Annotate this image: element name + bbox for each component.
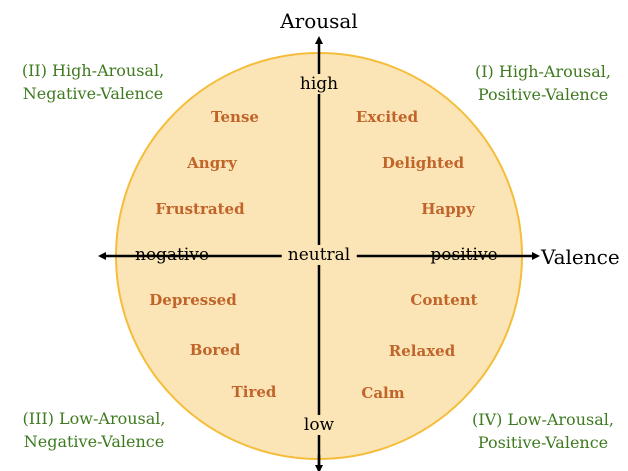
quadrant-iii-line1: (III) Low-Arousal, [22, 409, 166, 428]
emotion-angry: Angry [187, 154, 237, 172]
emotion-tired: Tired [231, 383, 277, 401]
axis-label-high: high [296, 74, 342, 94]
quadrant-label-iii: (III) Low-Arousal, Negative-Valence [23, 407, 166, 453]
emotion-relaxed: Relaxed [388, 342, 456, 360]
emotion-depressed: Depressed [149, 291, 237, 309]
quadrant-i-line1: (I) High-Arousal, [474, 62, 612, 81]
emotion-tense: Tense [211, 108, 259, 126]
axis-label-negative: negative [135, 245, 209, 265]
valence-title: Valence [541, 245, 620, 269]
emotion-bored: Bored [189, 341, 241, 359]
quadrant-iv-line2: Positive-Valence [477, 433, 609, 452]
quadrant-iv-line1: (IV) Low-Arousal, [472, 410, 614, 429]
quadrant-label-i: (I) High-Arousal, Positive-Valence [475, 60, 611, 106]
emotion-calm: Calm [361, 384, 405, 402]
quadrant-i-line2: Positive-Valence [477, 85, 609, 104]
quadrant-ii-line2: Negative-Valence [22, 84, 164, 103]
axis-label-low: low [300, 415, 338, 435]
arousal-title: Arousal [280, 9, 358, 33]
axis-label-positive: positive [430, 245, 498, 265]
emotion-content: Content [410, 291, 478, 309]
emotion-excited: Excited [355, 108, 419, 126]
emotion-delighted: Delighted [381, 154, 465, 172]
quadrant-ii-line1: (II) High-Arousal, [21, 61, 165, 80]
axis-label-neutral: neutral [281, 245, 357, 265]
quadrant-label-iv: (IV) Low-Arousal, Positive-Valence [472, 408, 614, 454]
quadrant-label-ii: (II) High-Arousal, Negative-Valence [22, 59, 164, 105]
emotion-happy: Happy [421, 200, 475, 218]
quadrant-iii-line2: Negative-Valence [23, 432, 165, 451]
emotion-frustrated: Frustrated [155, 200, 245, 218]
